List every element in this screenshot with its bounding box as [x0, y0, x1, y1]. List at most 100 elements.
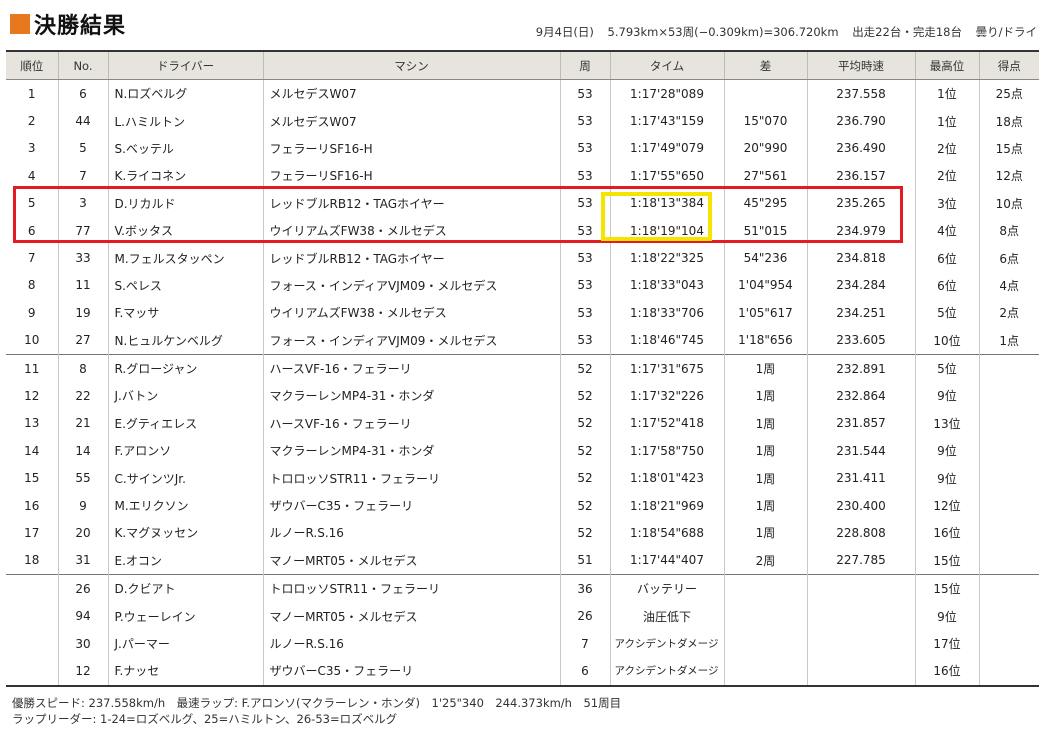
- col-driver-header: ドライバー: [107, 50, 264, 80]
- col-machine-cell: ウイリアムズFW38・メルセデス: [262, 216, 561, 245]
- col-position-cell: 17: [6, 519, 59, 547]
- race-distance: 5.793km×53周(−0.309km)=306.720km: [607, 25, 839, 39]
- col-gap-cell: [723, 79, 808, 108]
- table-row: 12 F.ナッセ ザウバーC35・フェラーリ 6 アクシデントダメージ 16位: [6, 657, 1039, 687]
- col-points-cell: 2点: [978, 299, 1039, 327]
- col-number-cell: 20: [57, 519, 109, 547]
- col-laps-cell: 51: [559, 546, 611, 575]
- col-laps-cell: 53: [559, 326, 611, 355]
- col-avg-speed-cell: 234.251: [806, 299, 916, 327]
- table-row: 94 P.ウェーレイン マノーMRT05・メルセデス 26 油圧低下 9位: [6, 602, 1039, 630]
- col-best-pos-cell: 12位: [914, 491, 980, 520]
- col-points-cell: [978, 657, 1039, 687]
- col-position-cell: 10: [6, 326, 59, 355]
- col-avg-speed-cell: 235.265: [806, 189, 916, 217]
- col-time-cell: 1:17'28"089: [609, 79, 725, 108]
- col-position-cell: 8: [6, 271, 59, 300]
- table-header-row: 順位 No. ドライバー マシン周タイム差平均時速 最高位 得点: [6, 50, 1039, 80]
- col-driver-cell: F.ナッセ: [107, 657, 264, 687]
- col-machine-cell: レッドブルRB12・TAGホイヤー: [262, 244, 561, 272]
- col-driver-cell: D.クビアト: [107, 574, 264, 603]
- table-row: 17 20 K.マグヌッセン ルノーR.S.16 52 1:18'54"688 1周 228.…: [6, 519, 1039, 547]
- col-points-cell: [978, 602, 1039, 630]
- col-position-cell: 3: [6, 134, 59, 163]
- table-row: 12 22 J.バトン マクラーレンMP4-31・ホンダ 52 1:17'32"226 1周…: [6, 382, 1039, 410]
- col-driver-cell: M.エリクソン: [107, 491, 264, 520]
- col-avg-speed-cell: 237.558: [806, 79, 916, 108]
- col-time-cell: 1:17'49"079: [609, 134, 725, 163]
- table-row: 10 27 N.ヒュルケンベルグ フォース・インディアVJM09・メルセデス 53 1:1…: [6, 326, 1039, 355]
- col-time-cell: 1:17'44"407: [609, 546, 725, 575]
- col-best-pos-header: 最高位: [914, 50, 980, 80]
- col-gap-header: 差: [723, 50, 808, 80]
- col-laps-cell: 53: [559, 216, 611, 245]
- col-machine-cell: マノーMRT05・メルセデス: [262, 546, 561, 575]
- col-points-header: 得点: [978, 50, 1039, 80]
- col-points-cell: [978, 491, 1039, 520]
- col-position-cell: 1: [6, 79, 59, 108]
- table-row: 18 31 E.オコン マノーMRT05・メルセデス 51 1:17'44"407 2周 22…: [6, 546, 1039, 575]
- col-laps-cell: 52: [559, 409, 611, 438]
- race-info: 9月4日(日) 5.793km×53周(−0.309km)=306.720km …: [526, 24, 1037, 40]
- col-gap-cell: 1'04"954: [723, 271, 808, 300]
- col-gap-cell: 45"295: [723, 189, 808, 217]
- col-position-cell: [6, 629, 59, 658]
- col-machine-cell: メルセデスW07: [262, 79, 561, 108]
- col-time-cell: 1:18'46"745: [609, 326, 725, 355]
- col-driver-cell: D.リカルド: [107, 189, 264, 217]
- col-avg-speed-cell: 234.284: [806, 271, 916, 300]
- col-number-cell: 6: [57, 79, 109, 108]
- col-number-cell: 3: [57, 189, 109, 217]
- table-row: 11 8 R.グロージャン ハースVF-16・フェラーリ 52 1:17'31"675 1周…: [6, 353, 1039, 383]
- col-driver-cell: E.オコン: [107, 546, 264, 575]
- col-number-cell: 94: [57, 602, 109, 630]
- col-points-cell: [978, 574, 1039, 603]
- col-laps-cell: 53: [559, 162, 611, 190]
- col-best-pos-cell: 3位: [914, 189, 980, 217]
- col-time-cell: 1:18'33"706: [609, 299, 725, 327]
- col-best-pos-cell: 17位: [914, 629, 980, 658]
- table-row: 16 9 M.エリクソン ザウバーC35・フェラーリ 52 1:18'21"969 1周 23…: [6, 491, 1039, 520]
- col-time-cell: 1:17'55"650: [609, 162, 725, 190]
- col-position-cell: 2: [6, 107, 59, 135]
- col-time-cell: 1:17'32"226: [609, 382, 725, 410]
- col-points-cell: 8点: [978, 216, 1039, 245]
- col-machine-cell: ハースVF-16・フェラーリ: [262, 353, 561, 383]
- col-driver-cell: N.ヒュルケンベルグ: [107, 326, 264, 355]
- col-time-cell: 油圧低下: [609, 602, 725, 630]
- col-driver-cell: J.バトン: [107, 382, 264, 410]
- col-gap-cell: 51"015: [723, 216, 808, 245]
- col-points-cell: [978, 437, 1039, 465]
- col-avg-speed-cell: 231.411: [806, 464, 916, 492]
- col-gap-cell: 2周: [723, 546, 808, 575]
- col-machine-cell: ザウバーC35・フェラーリ: [262, 657, 561, 687]
- table-row: 26 D.クビアト トロロッソSTR11・フェラーリ 36 バッテリー 15位: [6, 574, 1039, 603]
- header: 決勝結果 9月4日(日) 5.793km×53周(−0.309km)=306.7…: [0, 0, 1045, 48]
- col-machine-cell: ザウバーC35・フェラーリ: [262, 491, 561, 520]
- col-driver-cell: F.アロンソ: [107, 437, 264, 465]
- col-position-cell: [6, 657, 59, 687]
- col-best-pos-cell: 6位: [914, 271, 980, 300]
- col-number-cell: 19: [57, 299, 109, 327]
- col-laps-cell: 52: [559, 382, 611, 410]
- col-driver-cell: S.ペレス: [107, 271, 264, 300]
- col-points-cell: 4点: [978, 271, 1039, 300]
- col-position-cell: 14: [6, 437, 59, 465]
- col-laps-cell: 53: [559, 244, 611, 272]
- col-number-cell: 30: [57, 629, 109, 658]
- col-position-header: 順位: [6, 50, 59, 80]
- table-row: 14 14 F.アロンソ マクラーレンMP4-31・ホンダ 52 1:17'58"750 1…: [6, 437, 1039, 465]
- col-best-pos-cell: 9位: [914, 382, 980, 410]
- col-position-cell: 4: [6, 162, 59, 190]
- col-best-pos-cell: 16位: [914, 519, 980, 547]
- col-best-pos-cell: 13位: [914, 409, 980, 438]
- col-machine-cell: トロロッソSTR11・フェラーリ: [262, 574, 561, 603]
- table-row: 9 19 F.マッサ ウイリアムズFW38・メルセデス 53 1:18'33"706 1'0…: [6, 299, 1039, 327]
- col-gap-cell: [723, 629, 808, 658]
- table-row: 7 33 M.フェルスタッペン レッドブルRB12・TAGホイヤー 53 1:18'22"…: [6, 244, 1039, 272]
- col-number-cell: 8: [57, 353, 109, 383]
- col-gap-cell: 1周: [723, 409, 808, 438]
- col-number-cell: 33: [57, 244, 109, 272]
- col-time-cell: 1:17'31"675: [609, 353, 725, 383]
- col-avg-speed-cell: 232.864: [806, 382, 916, 410]
